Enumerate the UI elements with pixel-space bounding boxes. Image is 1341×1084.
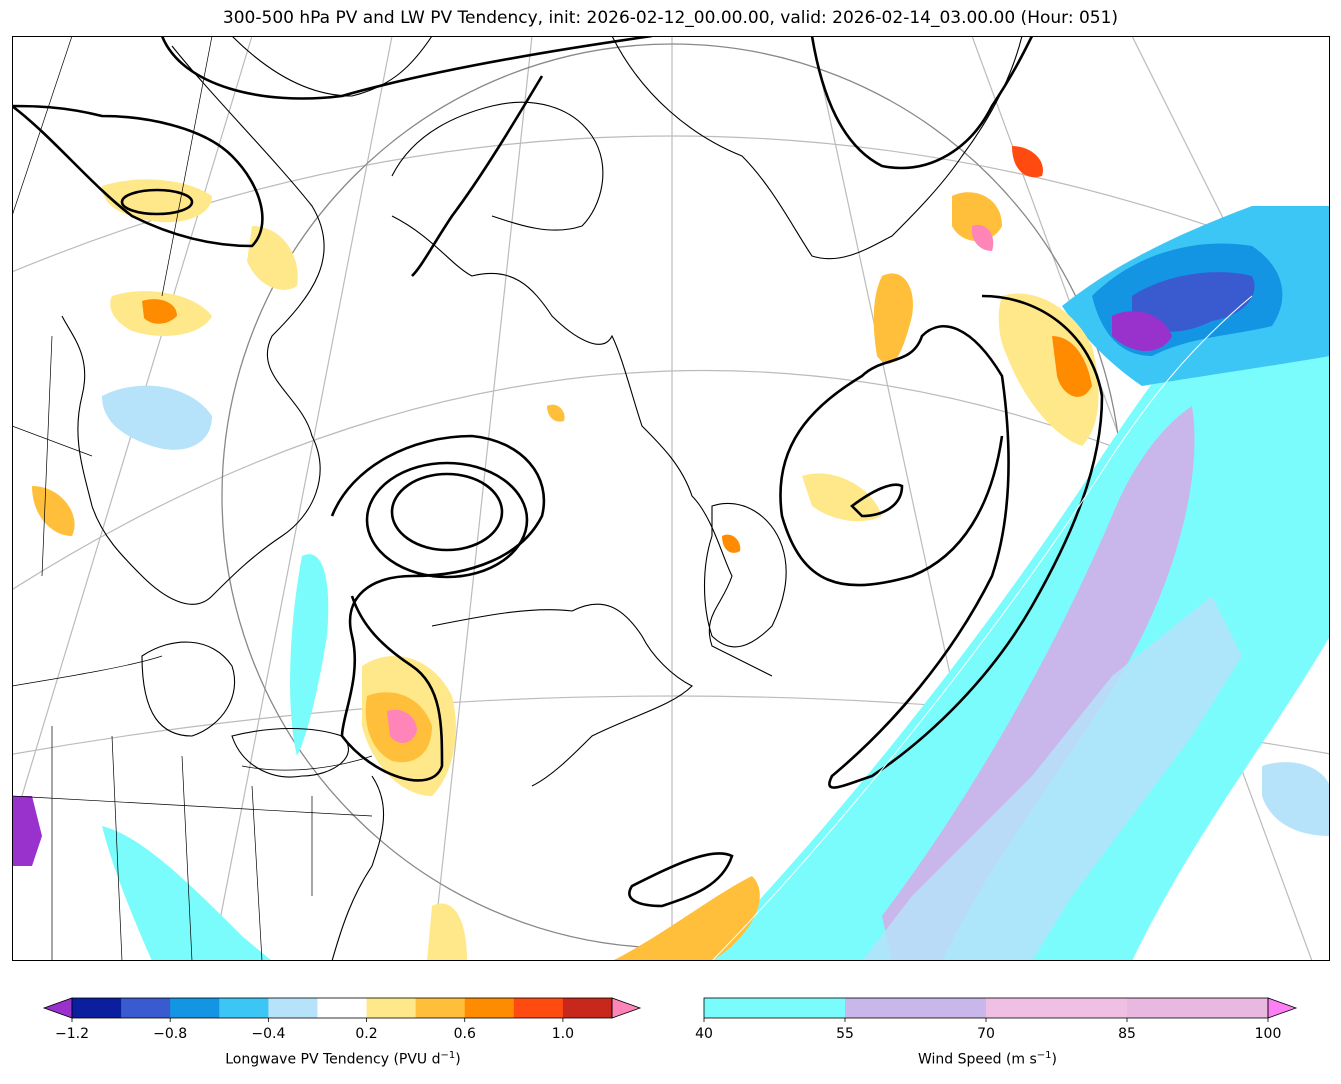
- us-east-coast: [331, 775, 385, 961]
- wind-colorbar-label-text: Wind Speed (m s: [917, 1051, 1037, 1068]
- pv-colorbar-segment: [562, 998, 613, 1018]
- us-canada-border: [12, 655, 373, 771]
- pv-colorbar-segment: [366, 998, 417, 1018]
- pv-colorbar-label-end: ): [455, 1051, 461, 1068]
- great-lakes-2: [231, 728, 349, 778]
- wind-colorbar-tick-label: 70: [977, 1026, 995, 1042]
- pv-colorbar-segment: [464, 998, 515, 1018]
- pv-tendency-colorbar: [42, 997, 642, 1022]
- pv-contour: [411, 75, 544, 277]
- pv-colorbar-label: Longwave PV Tendency (PVU d−1): [40, 1050, 646, 1068]
- pv-colorbar-label-text: Longwave PV Tendency (PVU d: [225, 1051, 441, 1068]
- wind-colorbar-tick-label: 85: [1118, 1026, 1136, 1042]
- pv-positive-patch: [952, 192, 1002, 241]
- wind-colorbar-segment: [704, 998, 846, 1018]
- pv-positive-patch: [722, 534, 741, 553]
- pv-colorbar-segment: [268, 998, 318, 1018]
- wind-colorbar-label: Wind Speed (m s−1): [700, 1050, 1275, 1068]
- meridian-line: [211, 36, 393, 961]
- pv-positive-patch: [1052, 336, 1092, 397]
- hudson-bay-coast: [61, 45, 325, 605]
- wind-colorbar-label-sup: −1: [1036, 1050, 1052, 1061]
- map-frame: [12, 36, 1330, 961]
- pv-positive-patch: [247, 226, 298, 290]
- pv-colorbar-segment: [72, 998, 122, 1018]
- pv-contour: [390, 472, 504, 552]
- pv-positive-patch: [873, 273, 913, 364]
- pv-negative-patch: [1132, 272, 1255, 332]
- wind-speed-contour: [711, 295, 1253, 961]
- pv-negative-patch: [12, 796, 42, 866]
- wind-colorbar-tick-label: 40: [695, 1026, 713, 1042]
- quebec-coast: [431, 603, 693, 787]
- arctic-islands: [231, 36, 433, 97]
- pv-positive-patch: [142, 299, 177, 324]
- pv-negative-patch: [1112, 311, 1172, 351]
- pv-colorbar-tick-label: −0.8: [153, 1026, 188, 1042]
- pv-positive-patch: [971, 225, 994, 251]
- pv-colorbar-segment: [415, 998, 466, 1018]
- wind-colorbar-label-end: ): [1051, 1051, 1058, 1068]
- pv-colorbar-segment: [317, 998, 368, 1018]
- pv-colorbar-segment: [219, 998, 269, 1018]
- meridian-line: [431, 36, 533, 961]
- pv-contour: [628, 852, 734, 908]
- pv-colorbar-over-arrow: [611, 997, 642, 1019]
- pv-positive-patch: [102, 179, 212, 223]
- pv-contours: [12, 36, 1104, 908]
- pv-positive-patch: [387, 709, 417, 743]
- wind-band-55: [882, 406, 1195, 961]
- pv-contour: [120, 188, 194, 216]
- pv-positive-patch: [998, 293, 1099, 446]
- pv-colorbar-under-arrow: [42, 997, 73, 1019]
- baffin-coast: [391, 101, 604, 231]
- pv-colorbar-segment: [121, 998, 171, 1018]
- map-title: 300-500 hPa PV and LW PV Tendency, init:…: [222, 8, 1119, 28]
- wind-colorbar-segment: [1127, 998, 1269, 1018]
- pv-positive-patch: [290, 554, 329, 756]
- pv-colorbar-frame: [71, 997, 613, 1019]
- pv-contour: [12, 104, 264, 248]
- pv-colorbar-tick-label: 0.2: [355, 1026, 378, 1042]
- pv-colorbar-label-sup: −1: [440, 1050, 456, 1061]
- pv-positive-patch: [612, 876, 760, 961]
- pv-contour: [850, 483, 904, 518]
- pv-positive-patch: [427, 903, 467, 961]
- wind-colorbar-segment: [845, 998, 987, 1018]
- wind-band-40: [702, 236, 1330, 961]
- pv-colorbar-tick-label: −1.2: [55, 1026, 89, 1042]
- map-panel: [12, 36, 1330, 961]
- pv-colorbar-segment: [513, 998, 564, 1018]
- newfoundland: [704, 502, 787, 648]
- pv-colorbar-tick-label: 0.6: [453, 1026, 476, 1042]
- pv-positive-patch: [1262, 762, 1330, 836]
- wind-colorbar-over-arrow: [1267, 997, 1298, 1019]
- pv-positive-patch: [102, 826, 272, 961]
- pv-positive-patch: [32, 486, 75, 536]
- pv-contour: [160, 36, 653, 100]
- labrador-coast: [391, 215, 773, 677]
- wind-speed-colorbar: [703, 997, 1298, 1022]
- pv-colorbar-tick-label: 1.0: [551, 1026, 575, 1042]
- pv-colorbar-segment: [170, 998, 220, 1018]
- pv-contour: [330, 434, 546, 782]
- pv-positive-patch: [547, 404, 565, 422]
- coastlines: [61, 36, 1023, 961]
- province-borders: [12, 36, 213, 577]
- state-borders: [12, 726, 373, 961]
- pv-colorbar-tick-label: −0.4: [251, 1026, 286, 1042]
- greenland-coast: [611, 36, 1023, 260]
- pv-positive-patch: [802, 473, 882, 522]
- pv-positive-patch: [1012, 146, 1043, 178]
- pv-contour: [365, 461, 529, 579]
- pv-contour: [779, 294, 1104, 789]
- pv-contour: [810, 36, 1034, 170]
- great-lakes: [141, 641, 236, 737]
- wind-colorbar-tick-label: 55: [836, 1026, 854, 1042]
- wind-band-scatter: [862, 596, 1242, 961]
- pv-negative-patch: [102, 385, 212, 450]
- wind-colorbar-segment: [986, 998, 1128, 1018]
- wind-colorbar-tick-label: 100: [1254, 1026, 1282, 1042]
- political-borders: [12, 36, 373, 961]
